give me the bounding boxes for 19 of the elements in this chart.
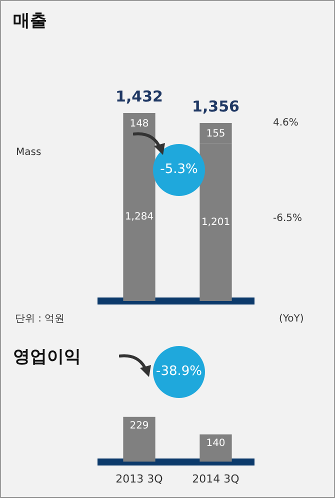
total-label: 1,356 — [192, 97, 240, 116]
data-label: 155 — [206, 128, 226, 140]
x-tick-label: 2014 3Q — [192, 472, 240, 486]
data-label: 1,201 — [201, 216, 230, 228]
data-label: 229 — [130, 420, 149, 432]
data-label: 140 — [206, 438, 226, 449]
annotation: -5.3% — [159, 162, 199, 178]
chart-title: 매출 — [13, 10, 47, 31]
text: (YoY) — [279, 314, 304, 325]
data-label: 1,284 — [124, 211, 154, 222]
text: Mass — [16, 147, 42, 158]
chart-title: 영업이익 — [13, 346, 81, 367]
x-tick-label: 2013 3Q — [116, 472, 164, 486]
text: 4.6% — [273, 118, 298, 129]
text: -6.5% — [273, 212, 302, 224]
text: 단위 : 억원 — [15, 314, 65, 325]
total-label: 1,432 — [116, 87, 163, 106]
text: -38.9% — [155, 364, 203, 380]
data-label: 148 — [130, 118, 149, 130]
